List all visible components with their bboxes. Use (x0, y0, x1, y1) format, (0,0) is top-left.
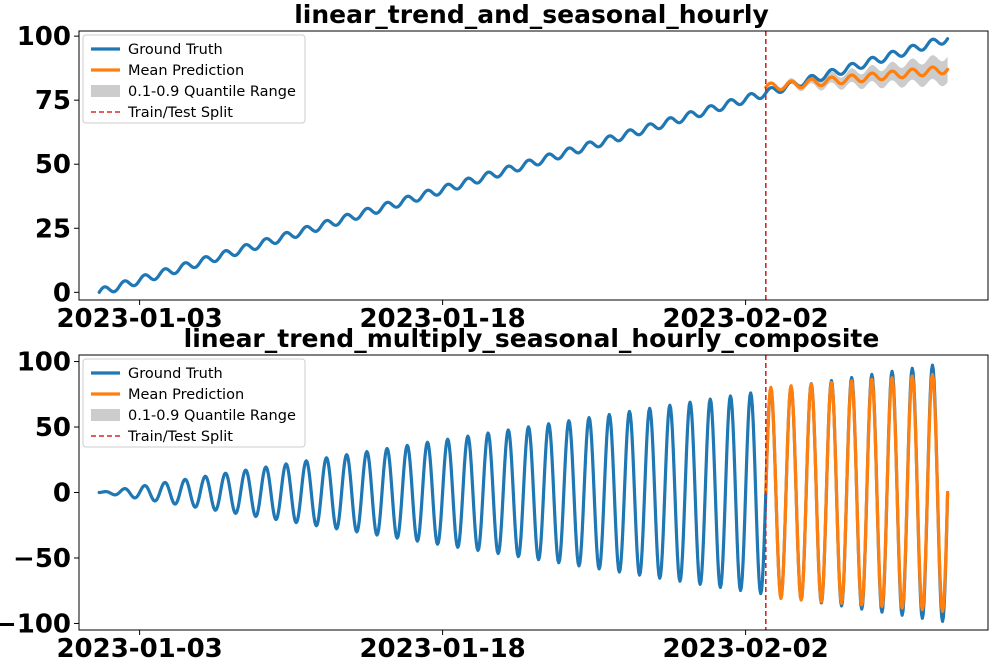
chart-panel-2: −100 −50 0 50 100 2023-01-03 2023-01-18 2023-02… (0, 324, 989, 661)
legend-label: Mean Prediction (128, 63, 244, 79)
legend-swatch-quantile-range (91, 85, 120, 97)
x-tick-label: 2023-01-03 (56, 634, 222, 661)
legend-label: 0.1-0.9 Quantile Range (128, 408, 296, 424)
legend-label: Train/Test Split (127, 429, 233, 445)
y-tick-label: 0 (53, 479, 71, 509)
y-tick-label: 50 (35, 150, 71, 180)
x-tick-label: 2023-01-03 (56, 304, 222, 334)
legend-label: Mean Prediction (128, 387, 244, 403)
x-tick-label: 2023-01-18 (359, 304, 525, 334)
legend-box (82, 358, 306, 448)
y-tick-label: 100 (17, 348, 71, 378)
legend-label: 0.1-0.9 Quantile Range (128, 84, 296, 100)
y-tick-label: −50 (13, 544, 71, 574)
axes-frame (78, 30, 989, 301)
legend-swatch-quantile-range (91, 409, 120, 421)
plot-area (97, 363, 950, 623)
y-tick-label: 25 (35, 214, 71, 244)
chart-panel-1: 0 25 50 75 100 2023-01-03 2023-01-18 2023-02-02… (17, 0, 989, 334)
chart-title: linear_trend_and_seasonal_hourly (294, 0, 769, 29)
y-tick-label: −100 (0, 609, 71, 639)
legend-label: Train/Test Split (127, 105, 233, 121)
quantile-band (765, 55, 948, 92)
chart-title: linear_trend_multiply_seasonal_hourly_co… (184, 324, 880, 353)
legend: Ground Truth Mean Prediction 0.1-0.9 Quant… (82, 34, 306, 124)
series-line-mean-prediction (764, 372, 950, 613)
y-tick-label: 0 (53, 278, 71, 308)
series-line-mean-prediction (764, 65, 950, 92)
legend-box (82, 34, 306, 124)
legend: Ground Truth Mean Prediction 0.1-0.9 Quant… (82, 358, 306, 448)
legend-label: Ground Truth (128, 366, 223, 382)
x-tick-label: 2023-01-18 (359, 634, 525, 661)
y-tick-label: 50 (35, 413, 71, 443)
x-tick-label: 2023-02-02 (662, 634, 828, 661)
y-tick-label: 100 (17, 22, 71, 52)
x-tick-label: 2023-02-02 (662, 304, 828, 334)
plot-area (97, 37, 950, 294)
legend-label: Ground Truth (128, 42, 223, 58)
y-tick-label: 75 (35, 86, 71, 116)
